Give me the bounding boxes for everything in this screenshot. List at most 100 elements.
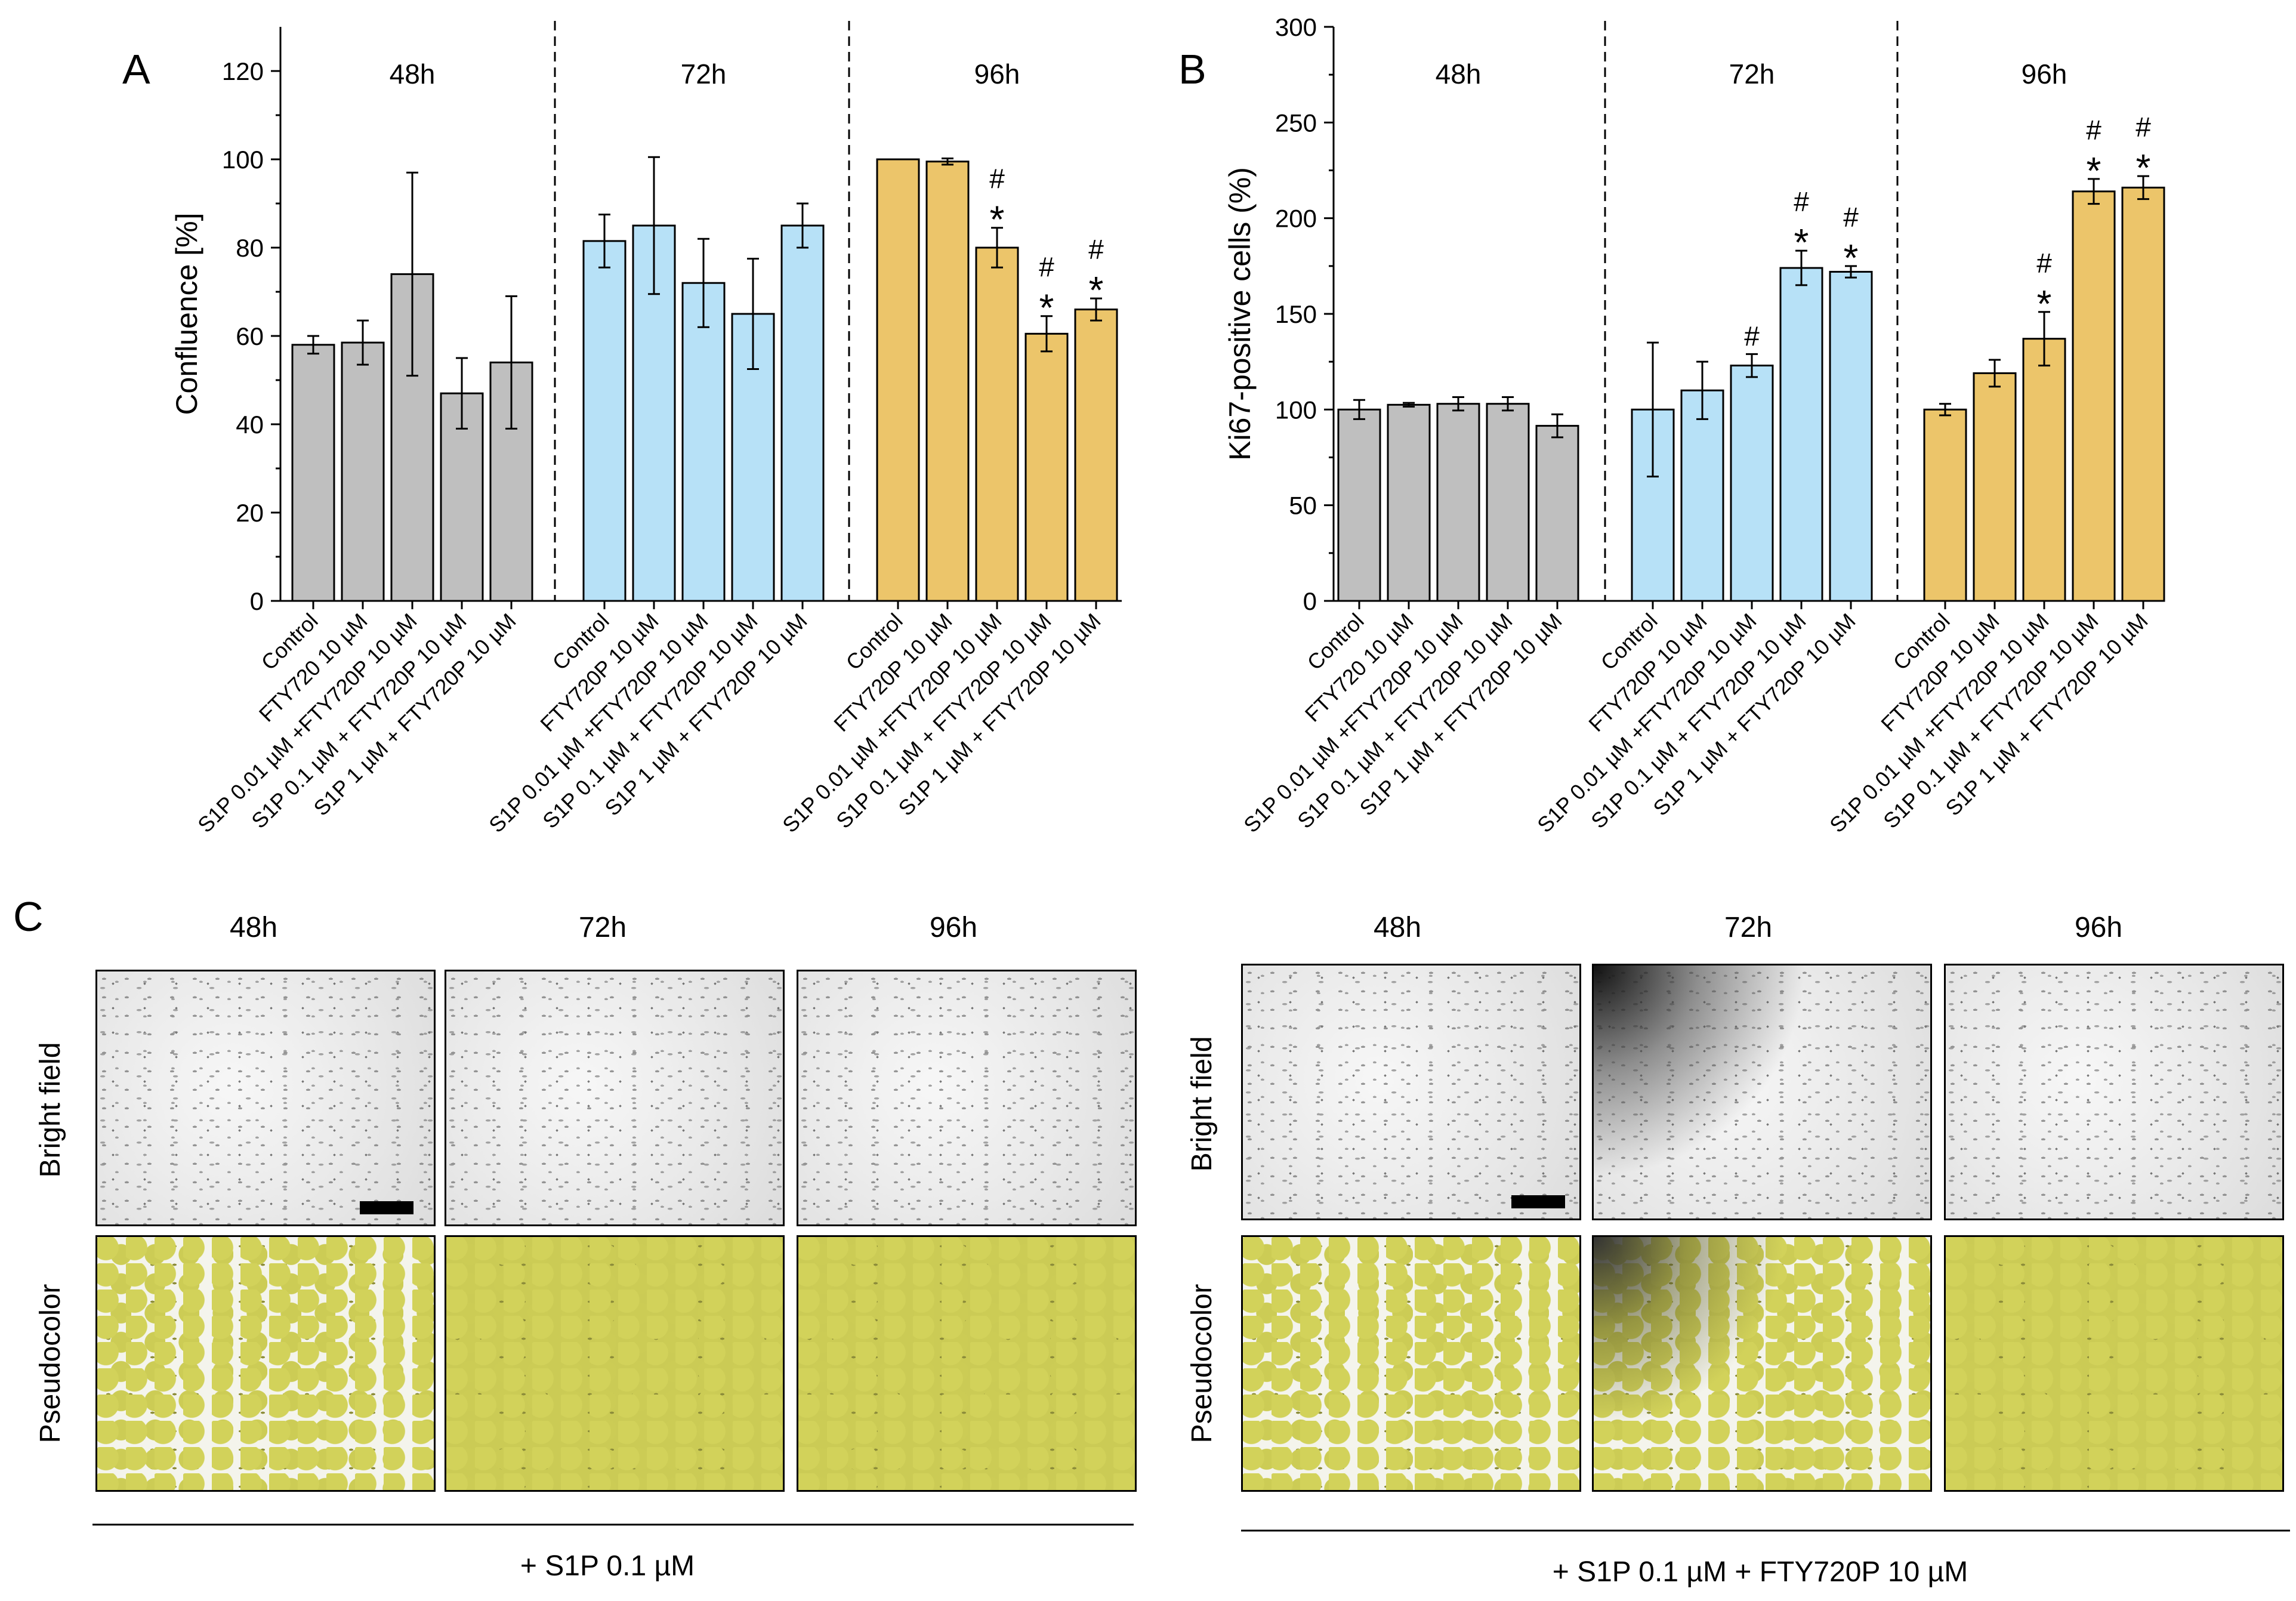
micrograph-right-72h-pseudocolor (1592, 1235, 1932, 1492)
c-left-time-48h: 48h (230, 912, 277, 943)
y-tick-label: 100 (222, 146, 264, 174)
c-left-time-72h: 72h (579, 912, 627, 943)
bar (1535, 425, 1579, 602)
c-right-row-brightfield: Bright field (1186, 1037, 1218, 1172)
vignette (1594, 965, 1930, 1219)
bar (681, 282, 726, 602)
group-label-48h: 48h (1436, 58, 1482, 90)
x-category-label: S1P 0.01 µM +FTY720P 10 µM (1532, 609, 1761, 838)
bar (1680, 389, 1724, 602)
y-tick-label: 0 (250, 587, 264, 615)
bar (1436, 403, 1480, 602)
bar (925, 161, 970, 602)
vignette (1594, 1237, 1930, 1490)
group-label-72h: 72h (681, 58, 727, 90)
y-tick-label: 150 (1275, 300, 1317, 328)
x-category-label: S1P 0.01 µM +FTY720P 10 µM (193, 609, 422, 838)
micrograph-left-48h-pseudocolor (95, 1235, 436, 1492)
c-left-row-brightfield: Bright field (35, 1042, 66, 1178)
bar (1829, 270, 1873, 602)
x-category-label: S1P 0.01 µM +FTY720P 10 µM (1825, 609, 2054, 838)
significance-star: * (1089, 269, 1104, 311)
bar (975, 246, 1019, 602)
scale-bar (360, 1201, 413, 1214)
y-tick-label: 300 (1275, 13, 1317, 41)
y-axis-label: Confluence [%] (170, 212, 203, 415)
bar (1024, 332, 1069, 602)
significance-star: * (2136, 146, 2151, 189)
bar (1337, 408, 1381, 602)
panel-label-c: C (13, 893, 44, 940)
bar (2022, 338, 2066, 602)
panel-label-b: B (1178, 46, 1206, 92)
bar (780, 224, 825, 602)
significance-hash: # (1794, 186, 1809, 217)
bar (1779, 267, 1823, 602)
c-right-time-72h: 72h (1724, 912, 1772, 943)
significance-star: * (1039, 286, 1054, 329)
bar (1923, 408, 1967, 602)
significance-hash: # (2086, 115, 2101, 146)
group-label-96h: 96h (974, 58, 1020, 90)
bar (2121, 186, 2165, 602)
c-right-time-48h: 48h (1374, 912, 1421, 943)
micrograph-right-72h-brightfield (1592, 964, 1932, 1220)
significance-hash: # (1744, 320, 1760, 351)
y-tick-label: 100 (1275, 396, 1317, 424)
micrograph-left-96h-brightfield (797, 970, 1137, 1226)
c-left-row-pseudocolor: Pseudocolor (35, 1284, 66, 1443)
y-tick-label: 80 (236, 234, 264, 262)
scale-bar (1511, 1195, 1565, 1208)
c-right-row-pseudocolor: Pseudocolor (1186, 1284, 1218, 1443)
significance-hash: # (1088, 234, 1104, 265)
c-right-condition: + S1P 0.1 µM + FTY720P 10 µM (1553, 1556, 1968, 1588)
bar (291, 344, 335, 602)
micrograph-left-72h-brightfield (445, 970, 785, 1226)
significance-star: * (990, 198, 1005, 241)
c-right-time-96h: 96h (2075, 912, 2122, 943)
bar (2072, 190, 2116, 602)
y-tick-label: 120 (222, 57, 264, 85)
group-label-72h: 72h (1729, 58, 1775, 90)
bar (341, 341, 385, 602)
significance-star: * (1844, 236, 1859, 279)
y-tick-label: 40 (236, 411, 264, 439)
chart-b: 0 50 100 150 200 250 300 Ki67-positive cells (%… (1223, 13, 2165, 838)
bar (1973, 372, 2017, 602)
x-category-label: S1P 0.01 µM +FTY720P 10 µM (777, 609, 1007, 838)
y-tick-label: 200 (1275, 205, 1317, 233)
y-tick-label: 60 (236, 322, 264, 350)
significance-hash: # (2036, 248, 2052, 279)
significance-hash: # (2135, 112, 2151, 143)
y-tick-label: 250 (1275, 109, 1317, 137)
significance-star: * (2037, 282, 2052, 325)
significance-star: * (1794, 221, 1809, 264)
micrograph-left-96h-pseudocolor (797, 1235, 1137, 1492)
micrograph-right-48h-brightfield (1241, 964, 1581, 1220)
micrograph-left-72h-pseudocolor (445, 1235, 785, 1492)
group-label-48h: 48h (390, 58, 436, 90)
x-category-label: S1P 0.01 µM +FTY720P 10 µM (484, 609, 713, 838)
panel-label-a: A (122, 46, 150, 92)
c-left-time-96h: 96h (930, 912, 977, 943)
bar (1486, 403, 1530, 602)
micrograph-left-48h-brightfield (95, 970, 436, 1226)
micrograph-right-48h-pseudocolor (1241, 1235, 1581, 1492)
significance-star: * (2087, 149, 2101, 192)
y-tick-label: 50 (1289, 492, 1317, 520)
micrograph-right-96h-brightfield (1944, 964, 2284, 1220)
group-label-96h: 96h (2022, 58, 2067, 90)
bar (1074, 309, 1118, 602)
y-tick-label: 0 (1303, 587, 1317, 615)
significance-hash: # (1843, 202, 1859, 233)
micrograph-right-96h-pseudocolor (1944, 1235, 2284, 1492)
bar (876, 158, 920, 602)
x-category-label: S1P 0.01 µM +FTY720P 10 µM (1239, 609, 1468, 838)
y-tick-label: 20 (236, 499, 264, 527)
y-axis-label: Ki67-positive cells (%) (1223, 167, 1257, 461)
significance-hash: # (989, 164, 1005, 195)
bar (582, 240, 627, 602)
